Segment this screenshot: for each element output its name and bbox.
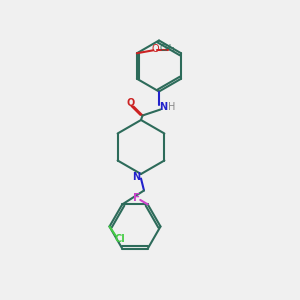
Text: CH₃: CH₃ <box>159 44 175 53</box>
Text: N: N <box>132 172 141 182</box>
Text: N: N <box>159 102 168 112</box>
Text: H: H <box>168 102 175 112</box>
Text: O: O <box>126 98 135 109</box>
Text: F: F <box>133 194 140 203</box>
Text: Cl: Cl <box>115 233 125 244</box>
Text: O: O <box>151 44 159 54</box>
